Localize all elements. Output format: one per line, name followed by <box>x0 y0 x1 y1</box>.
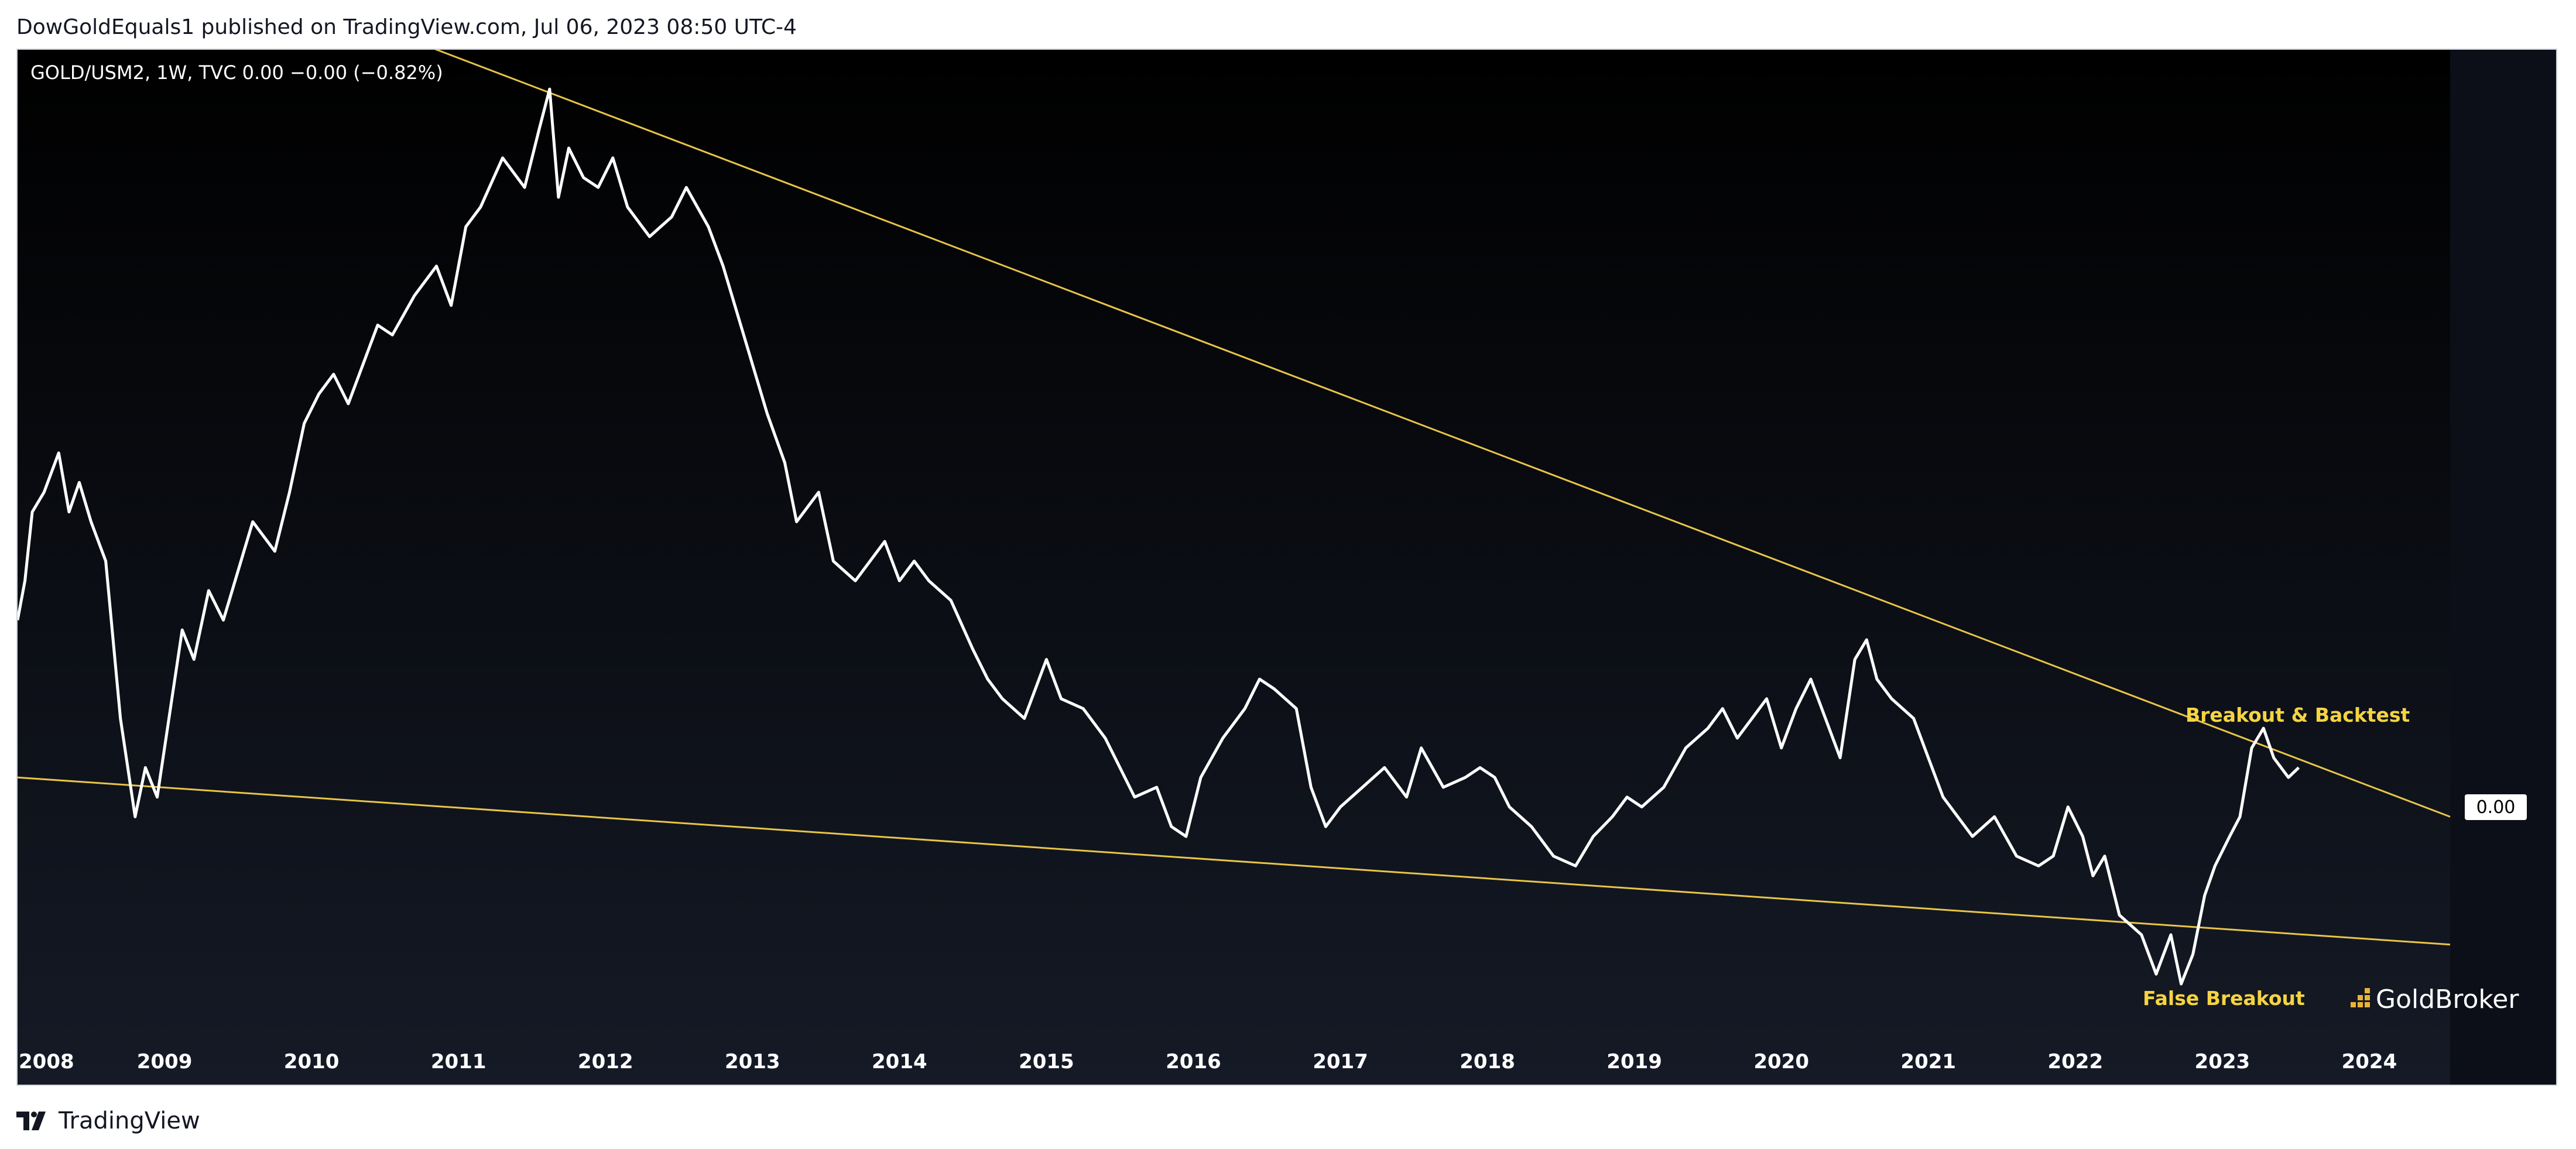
chart-panel[interactable]: 2008 2009 2010 2011 2012 2013 2014 2015 2016 2017… <box>16 49 2557 1086</box>
price-scale-area[interactable] <box>2450 50 2556 1085</box>
price-tag-box <box>2465 794 2527 820</box>
x-tick-label: 2021 <box>1900 1050 1956 1073</box>
trendline-upper[interactable] <box>334 50 2451 818</box>
trendline-lower[interactable] <box>18 776 2451 946</box>
trendlines <box>18 50 2451 946</box>
x-tick-label: 2010 <box>284 1050 340 1073</box>
price-tag-label: 0.00 <box>2476 797 2516 818</box>
chart-background <box>18 50 2556 1085</box>
goldbroker-label: GoldBroker <box>2376 985 2519 1014</box>
annotation-false-breakout: False Breakout <box>2143 987 2305 1010</box>
legend-label[interactable]: GOLD/USM2, 1W, TVC 0.00 −0.00 (−0.82%) <box>30 61 443 84</box>
x-tick-label: 2017 <box>1313 1050 1368 1073</box>
x-tick-label: 2022 <box>2047 1050 2103 1073</box>
x-tick-label: 2018 <box>1460 1050 1515 1073</box>
price-line-0[interactable] <box>18 87 2300 986</box>
x-tick-label: 2014 <box>872 1050 927 1073</box>
x-tick-label: 2020 <box>1753 1050 1809 1073</box>
publish-info: DowGoldEquals1 published on TradingView.… <box>16 15 797 39</box>
tradingview-logo-icon <box>16 1112 46 1130</box>
goldbroker-watermark: GoldBroker <box>2351 985 2519 1014</box>
x-tick-label: 2023 <box>2195 1050 2250 1073</box>
x-tick-label: 2024 <box>2342 1050 2397 1073</box>
x-tick-label: 2013 <box>725 1050 780 1073</box>
footer-brand-label: TradingView <box>59 1107 200 1134</box>
x-tick-label: 2009 <box>137 1050 193 1073</box>
time-axis: 2008 2009 2010 2011 2012 2013 2014 2015 2016 2017… <box>19 1050 2397 1073</box>
x-tick-label: 2019 <box>1606 1050 1662 1073</box>
x-tick-label: 2015 <box>1019 1050 1074 1073</box>
price-chart[interactable]: 2008 2009 2010 2011 2012 2013 2014 2015 2016 2017… <box>18 50 2556 1085</box>
x-tick-label: 2008 <box>19 1050 74 1073</box>
price-series <box>18 87 2300 986</box>
price-tag: 0.00 <box>2465 794 2527 820</box>
x-tick-label: 2011 <box>431 1050 487 1073</box>
x-tick-label: 2012 <box>578 1050 633 1073</box>
goldbroker-bars-icon <box>2351 988 2370 1007</box>
footer-branding[interactable]: TradingView <box>16 1100 200 1141</box>
annotation-breakout-backtest: Breakout & Backtest <box>2186 704 2410 726</box>
x-tick-label: 2016 <box>1166 1050 1221 1073</box>
